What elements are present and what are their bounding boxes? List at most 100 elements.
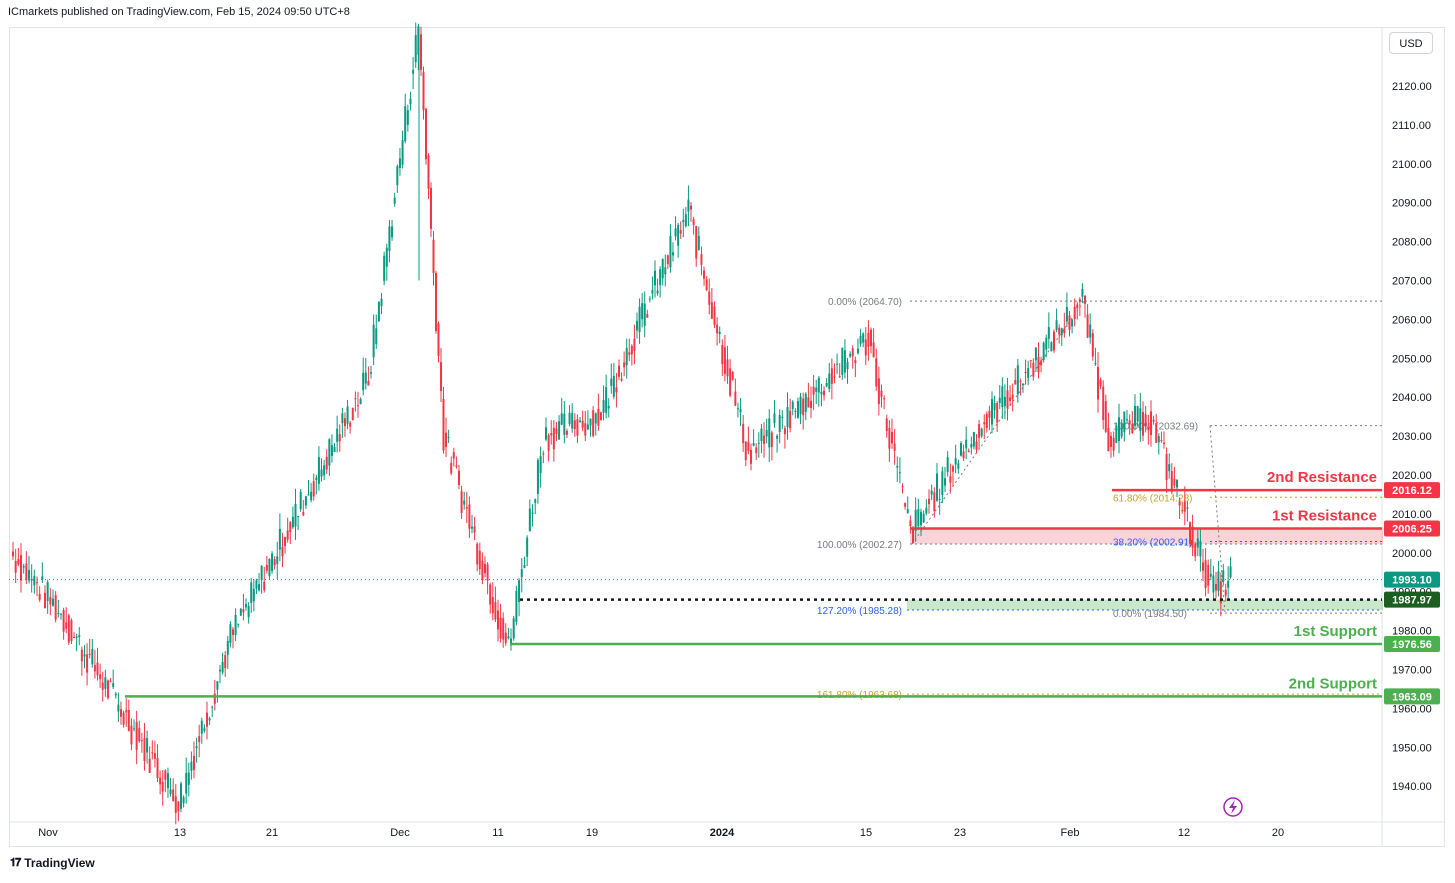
level-label: 2nd Support xyxy=(1289,675,1377,692)
candle-body xyxy=(708,291,711,305)
candle-body xyxy=(86,654,89,673)
candle-body xyxy=(1003,396,1006,407)
candle-body xyxy=(484,563,486,574)
candle-body xyxy=(1128,420,1131,425)
candle-body xyxy=(372,324,375,358)
candle-body xyxy=(917,509,920,527)
candle-body xyxy=(356,405,359,407)
candle-body xyxy=(783,428,786,435)
candle-body xyxy=(799,396,802,414)
candle-body xyxy=(414,35,417,63)
candle-body xyxy=(445,432,447,448)
candle-body xyxy=(1181,510,1184,512)
candle-body xyxy=(1217,571,1220,591)
candle-body xyxy=(597,408,600,426)
candle-body xyxy=(1016,365,1019,395)
candle-body xyxy=(455,465,458,467)
candle-body xyxy=(430,187,432,229)
candle-body xyxy=(838,376,841,378)
candle-body xyxy=(747,441,750,451)
candle-body xyxy=(796,401,799,418)
x-tick-label: 12 xyxy=(1178,827,1190,839)
candle-body xyxy=(1178,501,1181,506)
y-tick-label: 1980.00 xyxy=(1392,626,1432,638)
candle-body xyxy=(721,344,724,365)
candle-body xyxy=(957,463,960,469)
candle-body xyxy=(901,486,904,488)
tradingview-footer[interactable]: 𝟏𝟕 TradingView xyxy=(10,856,95,870)
candle-body xyxy=(534,499,537,503)
candle-body xyxy=(398,158,401,168)
candle-body xyxy=(206,712,208,727)
candle-body xyxy=(1027,368,1030,378)
candle-body xyxy=(351,407,354,421)
candle-body xyxy=(836,363,839,365)
candle-body xyxy=(1034,347,1037,361)
candle-body xyxy=(151,752,154,754)
candle-body xyxy=(1037,356,1040,373)
candle-body xyxy=(1078,299,1081,302)
candle-body xyxy=(198,736,201,743)
price-level-badge xyxy=(1384,482,1440,499)
candle-body xyxy=(486,564,489,581)
candle-body xyxy=(473,526,476,533)
candle-body xyxy=(1173,478,1176,486)
candle-body xyxy=(247,606,250,618)
candle-body xyxy=(651,290,654,294)
candle-body xyxy=(988,410,991,418)
candle-body xyxy=(265,564,268,571)
candle-body xyxy=(159,777,162,785)
candle-body xyxy=(1022,383,1024,386)
candle-body xyxy=(328,439,331,466)
candle-body xyxy=(1155,423,1158,443)
candle-body xyxy=(630,346,633,355)
candle-body xyxy=(1118,417,1120,442)
candle-body xyxy=(1024,372,1027,374)
candle-body xyxy=(763,435,766,444)
candle-body xyxy=(625,347,628,366)
candle-body xyxy=(877,378,880,405)
candle-body xyxy=(1089,324,1092,338)
candle-body xyxy=(427,155,430,189)
candle-body xyxy=(440,362,442,392)
candle-body xyxy=(742,423,745,444)
candle-body xyxy=(526,537,529,557)
x-tick-label: Nov xyxy=(38,827,58,839)
candle-body xyxy=(504,632,507,643)
candle-body xyxy=(618,365,620,377)
candle-body xyxy=(830,368,833,384)
candle-body xyxy=(161,782,164,792)
candle-body xyxy=(841,347,844,375)
candle-body xyxy=(568,412,571,425)
candle-body xyxy=(109,680,112,682)
y-tick-label: 2030.00 xyxy=(1392,431,1432,443)
candle-body xyxy=(354,398,357,400)
y-tick-label: 2070.00 xyxy=(1392,276,1432,288)
candle-body xyxy=(1191,526,1194,548)
candle-body xyxy=(364,372,367,384)
candle-body xyxy=(187,772,190,785)
candle-body xyxy=(1091,333,1094,357)
candle-body xyxy=(417,26,420,55)
candle-body xyxy=(224,655,227,669)
candle-body xyxy=(276,556,279,565)
currency-button[interactable]: USD xyxy=(1389,32,1433,54)
candle-body xyxy=(422,72,425,110)
candle-body xyxy=(1219,581,1222,604)
tradingview-logo-icon: 𝟏𝟕 xyxy=(10,856,21,869)
candle-body xyxy=(1094,363,1097,365)
candle-body xyxy=(67,615,70,643)
candle-body xyxy=(499,617,502,639)
candle-body xyxy=(232,629,234,635)
candle-body xyxy=(341,413,344,424)
footer-brand: TradingView xyxy=(24,856,95,870)
candle-body xyxy=(463,500,466,505)
candle-body xyxy=(36,582,38,584)
price-level-badge xyxy=(1384,591,1440,608)
candle-body xyxy=(304,496,307,506)
candle-body xyxy=(273,559,276,566)
candle-body xyxy=(880,390,883,397)
price-level-badge xyxy=(1384,520,1440,537)
candle-body xyxy=(1102,386,1105,421)
